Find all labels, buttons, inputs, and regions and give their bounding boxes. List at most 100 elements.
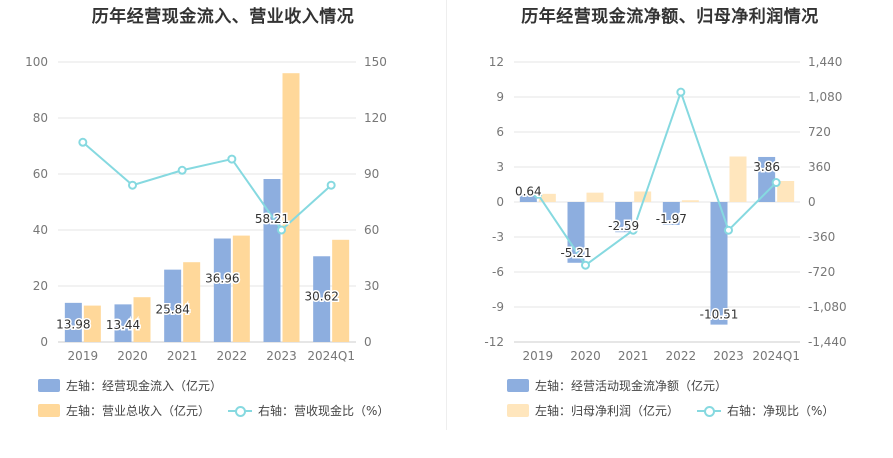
bar-secondary [634,191,652,202]
y-right-tick-label: 1,440 [808,55,842,69]
y-right-tick-label: 150 [364,55,387,69]
legend-label: 左轴：营业总收入（亿元） [66,404,211,418]
bar-secondary [586,192,604,202]
ratio-point [724,225,733,235]
bar-secondary [83,305,101,342]
ratio-point [177,165,187,175]
bar-primary [662,202,680,225]
legend-swatch-line [228,404,253,417]
ratio-line [82,141,332,232]
bar-data-label: -10.51 [700,308,739,322]
legend-item-cash-inflow[interactable]: 左轴：经营现金流入（亿元） [38,377,222,394]
x-tick-label: 2020 [117,349,148,363]
y-left-tick-label: 60 [33,167,48,181]
y-left-tick-label: -3 [492,230,504,244]
bar-data-label: 13.98 [56,317,90,331]
x-tick-label: 2019 [523,349,554,363]
legend-swatch-yellow [507,404,529,417]
legend-label: 左轴：经营活动现金流净额（亿元） [535,379,728,393]
x-tick-label: 2022 [666,349,697,363]
legend-item-net-cash[interactable]: 左轴：经营活动现金流净额（亿元） [507,377,727,394]
bar-secondary [232,235,250,342]
y-right-tick-label: 360 [808,160,831,174]
x-tick-label: 2021 [618,349,649,363]
ratio-point [78,137,88,147]
y-right-tick-label: 60 [364,223,379,237]
bar-primary [213,238,231,342]
legend-item-revenue[interactable]: 左轴：营业总收入（亿元） [38,402,210,419]
bar-primary [758,156,776,202]
bar-primary [615,202,633,233]
ratio-point [227,154,237,164]
y-right-tick-label: -1,440 [808,335,847,349]
bar-secondary [729,156,747,202]
bar-data-label: 3.86 [753,160,780,174]
ratio-point [581,260,590,270]
ratio-point [326,180,336,190]
x-tick-label: 2021 [167,349,198,363]
y-right-tick-label: -720 [808,265,835,279]
bar-primary [114,304,132,342]
y-left-tick-label: 100 [25,55,48,69]
y-left-tick-label: 9 [496,90,504,104]
chart-title-left: 历年经营现金流入、营业收入情况 [91,7,355,27]
bar-data-label: 36.96 [205,272,239,286]
y-right-tick-label: -360 [808,230,835,244]
x-tick-label: 2023 [266,349,297,363]
bar-data-label: 0.64 [515,185,542,199]
x-tick-label: 2024Q1 [752,349,800,363]
y-left-tick-label: 20 [33,279,48,293]
y-right-tick-label: 0 [808,195,816,209]
chart-panel-left: 历年经营现金流入、营业收入情况 0 20 40 60 80 100 0 30 60 90 120 15… [0,0,446,458]
y-left-tick-label: 40 [33,223,48,237]
legend-swatch-yellow [38,404,60,417]
bar-secondary [282,73,300,342]
y-right-tick-label: 0 [364,335,372,349]
y-left-tick-label: 12 [489,55,504,69]
legend-left-row2: 左轴：营业总收入（亿元） 右轴：营收现金比（%） [38,402,407,419]
y-right-tick-label: 90 [364,167,379,181]
legend-swatch-blue [507,379,529,392]
legend-item-net-ratio[interactable]: 右轴：净现比（%） [697,402,834,419]
x-tick-label: 2022 [217,349,248,363]
ratio-point [128,180,137,190]
y-left-tick-label: 0 [40,335,48,349]
ratio-point [628,225,638,235]
chart-svg-left: 0 20 40 60 80 100 0 30 60 90 120 150 2019 2020 2021 202… [25,55,387,363]
legend-right-row1: 左轴：经营活动现金流净额（亿元） [507,377,745,394]
bar-primary [164,269,182,342]
y-left-tick-label: -9 [492,300,504,314]
bar-data-label: -2.59 [608,219,639,233]
y-right-tick-label: 30 [364,279,379,293]
x-tick-label: 2020 [570,349,601,363]
legend-label: 右轴：营收现金比（%） [258,404,390,418]
y-left-tick-label: 3 [496,160,504,174]
bar-data-label: 13.44 [106,318,140,332]
bar-secondary [183,262,201,342]
legend-left-row1: 左轴：经营现金流入（亿元） [38,377,240,394]
bar-primary [567,202,585,263]
bar-data-label: -5.21 [560,246,591,260]
bar-primary [313,256,331,342]
y-left-tick-label: 80 [33,111,48,125]
bar-data-label: 25.84 [155,302,189,316]
y-left-tick-label: -12 [484,335,504,349]
bar-secondary [133,297,151,342]
legend-item-net-profit[interactable]: 左轴：归母净利润（亿元） [507,402,679,419]
legend-item-ratio[interactable]: 右轴：营收现金比（%） [228,402,389,419]
ratio-point [533,189,543,199]
y-right-tick-label: 1,080 [808,90,842,104]
bar-primary [710,202,728,325]
x-tick-label: 2024Q1 [307,349,355,363]
ratio-point [277,225,286,235]
y-left-tick-label: 6 [496,125,504,139]
panel-divider [446,0,447,430]
bar-primary [263,179,281,342]
chart-title-right: 历年经营现金流净额、归母净利润情况 [521,7,819,27]
legend-label: 右轴：净现比（%） [727,404,835,418]
chart-panel-right: 历年经营现金流净额、归母净利润情况 -12 -9 -6 -3 0 3 6 9 12 -1,440-… [447,0,893,458]
y-right-tick-label: 720 [808,125,831,139]
ratio-line [537,89,777,267]
legend-label: 左轴：经营现金流入（亿元） [66,379,223,393]
bar-secondary [332,239,350,342]
